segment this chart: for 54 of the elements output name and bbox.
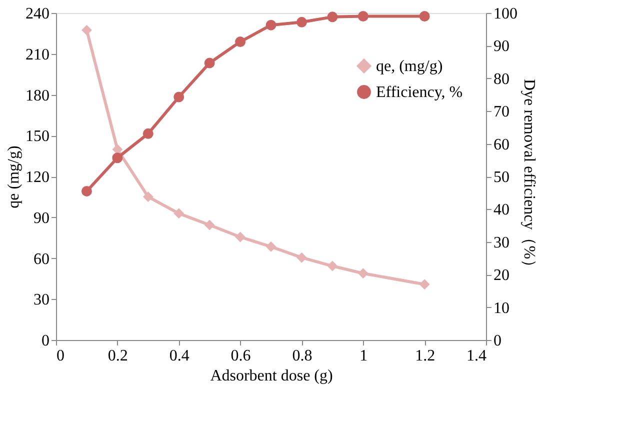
point [358, 268, 368, 279]
point [419, 279, 430, 290]
point [204, 58, 215, 68]
y2-tick-label: 10 [494, 300, 510, 317]
y-tick-label: 60 [34, 250, 50, 268]
legend-label: Efficiency, % [376, 84, 463, 101]
y2-tick-label: 40 [494, 202, 510, 219]
point [142, 192, 154, 202]
y-tick-label: 30 [34, 292, 50, 309]
y2-tick-label: 70 [494, 104, 510, 121]
y2-tick-label: 80 [494, 70, 510, 88]
point [204, 220, 215, 230]
point [112, 152, 123, 164]
point [296, 252, 307, 263]
y-axis-title: qe (mg/g) [6, 146, 22, 208]
y-tick-label: 150 [26, 128, 50, 146]
point [266, 241, 276, 252]
y-tick-label: 180 [26, 87, 50, 104]
point [327, 12, 338, 22]
y2-tick-label: 30 [494, 234, 510, 252]
y2-axis-title: Dye removal efficiency（%） [520, 78, 538, 276]
point [142, 128, 154, 139]
point [296, 16, 307, 28]
point [419, 11, 430, 22]
x-tick-label: 0.2 [108, 348, 128, 364]
point [81, 24, 92, 36]
x-tick-label: 0.8 [292, 348, 312, 364]
x-axis-title: Adsorbent dose (g) [210, 368, 333, 384]
y-tick-label: 240 [26, 6, 50, 22]
x-tick-label: 0.4 [169, 348, 190, 364]
x-tick-label: 1.4 [466, 348, 486, 364]
x-tick-label: 0.6 [230, 348, 251, 364]
point [235, 232, 246, 242]
y-tick-label: 90 [34, 210, 50, 227]
point [235, 36, 246, 48]
x-tick-label: 1.2 [415, 348, 436, 364]
point [358, 11, 368, 22]
y2-tick-label: 90 [494, 38, 510, 56]
y2-tick-label: 20 [494, 267, 510, 284]
legend-label: qe, (mg/g) [376, 58, 443, 75]
y2-tick-label: 100 [494, 6, 518, 22]
point [327, 260, 338, 272]
y-tick-label: 210 [26, 46, 50, 64]
y2-tick-label: 60 [494, 136, 510, 154]
point [174, 92, 184, 102]
point [174, 208, 184, 219]
y2-tick-label: 0 [494, 332, 502, 350]
point [81, 186, 92, 196]
y-tick-label: 0 [42, 332, 50, 350]
y2-tick-label: 50 [494, 169, 510, 186]
point [266, 20, 276, 30]
x-tick-label: 1 [360, 348, 368, 364]
x-tick-label: 0 [56, 348, 64, 364]
y-tick-label: 120 [26, 169, 50, 186]
